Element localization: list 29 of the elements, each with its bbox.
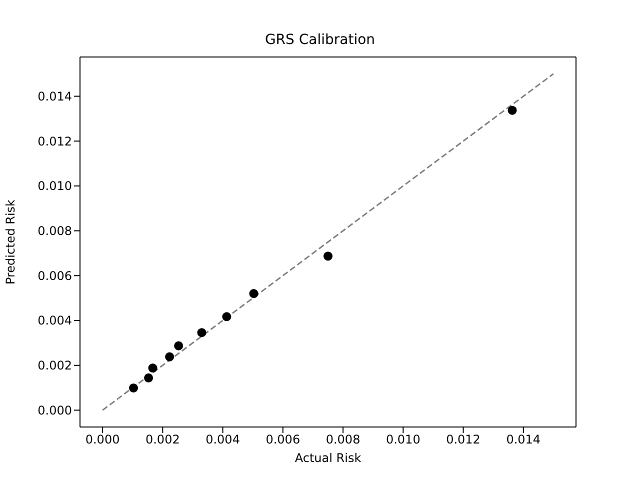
point — [174, 341, 184, 350]
x-tick-label: 0.010 — [386, 432, 420, 447]
y-tick-label: 0.004 — [38, 314, 72, 328]
point — [197, 328, 206, 338]
y-axis-title: Predicted Risk — [3, 199, 18, 285]
point — [249, 289, 258, 298]
y-tick-label: 0.010 — [38, 179, 72, 194]
y-tick-label: 0.000 — [38, 403, 72, 418]
point — [323, 252, 333, 261]
x-tick-label: 0.014 — [506, 432, 541, 447]
y-tick-label: 0.012 — [38, 134, 72, 148]
x-tick-label: 0.006 — [266, 432, 300, 447]
x-axis-title: Actual Risk — [294, 451, 362, 465]
point — [508, 106, 517, 115]
x-tick-label: 0.004 — [206, 432, 240, 447]
point — [128, 383, 138, 392]
y-tick-label: 0.002 — [38, 358, 72, 373]
point — [165, 352, 174, 362]
x-tick-label: 0.000 — [85, 432, 120, 447]
x-tick-label: 0.008 — [326, 432, 360, 447]
chart-title: GRS Calibration — [264, 32, 376, 48]
x-tick-label: 0.012 — [446, 432, 480, 447]
y-tick-label: 0.006 — [38, 268, 72, 283]
x-tick-label: 0.002 — [145, 432, 180, 447]
y-tick-label: 0.008 — [38, 224, 72, 238]
point — [148, 364, 158, 373]
y-tick-label: 0.014 — [38, 90, 72, 104]
point — [222, 312, 232, 322]
point — [144, 373, 154, 382]
